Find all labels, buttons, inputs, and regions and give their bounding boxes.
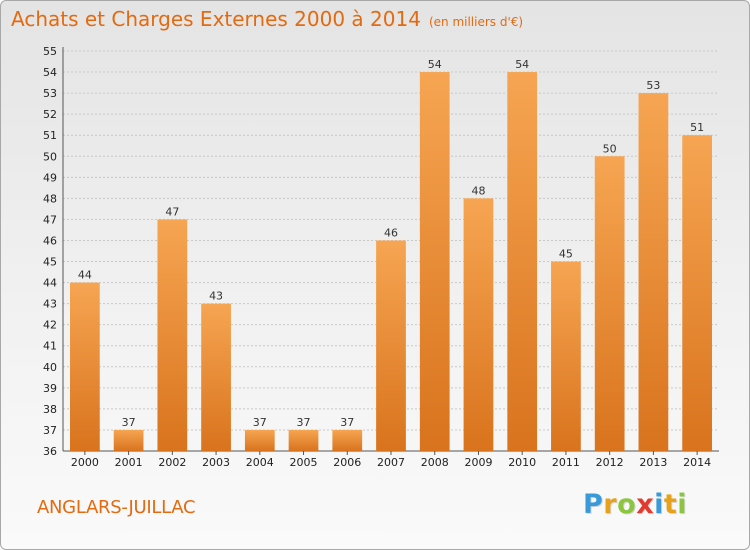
y-tick-label: 53: [43, 87, 57, 100]
logo-letter: t: [663, 489, 678, 520]
bar-value-label: 53: [646, 79, 660, 92]
bar-value-label: 45: [559, 248, 573, 261]
bar-value-label: 54: [515, 58, 529, 71]
y-tick-label: 49: [43, 171, 57, 184]
bar-value-label: 37: [253, 416, 267, 429]
y-tick-label: 50: [43, 150, 57, 163]
y-tick-label: 48: [43, 192, 57, 205]
commune-name: ANGLARS-JUILLAC: [37, 497, 196, 518]
y-tick-label: 55: [43, 45, 57, 58]
bar: [682, 135, 713, 452]
logo-letter: i: [677, 489, 688, 520]
logo-letter: o: [617, 489, 637, 520]
y-tick-label: 54: [43, 66, 57, 79]
proxiti-logo: Proxiti: [583, 489, 687, 520]
bar-value-label: 46: [384, 226, 398, 239]
bar-value-label: 51: [690, 121, 704, 134]
chart-title: Achats et Charges Externes 2000 à 2014: [11, 7, 421, 31]
x-tick-label: 2001: [115, 456, 143, 469]
bar: [157, 219, 188, 451]
bar: [288, 429, 319, 451]
chart-header: Achats et Charges Externes 2000 à 2014 (e…: [11, 7, 523, 31]
y-tick-label: 41: [43, 340, 57, 353]
y-tick-label: 36: [43, 445, 57, 458]
logo-letter: r: [603, 489, 618, 520]
chart-unit: (en milliers d'€): [428, 15, 524, 29]
bar: [69, 282, 100, 451]
x-tick-label: 2003: [202, 456, 230, 469]
x-tick-label: 2005: [290, 456, 318, 469]
logo-letter: x: [636, 489, 655, 520]
bar-value-label: 54: [428, 58, 442, 71]
x-tick-label: 2014: [683, 456, 711, 469]
x-tick-label: 2006: [333, 456, 361, 469]
bar: [594, 156, 625, 451]
bar: [376, 240, 406, 451]
bar: [551, 261, 581, 451]
bar: [419, 72, 450, 451]
y-tick-label: 51: [43, 129, 57, 142]
y-tick-label: 46: [43, 234, 57, 247]
y-tick-label: 47: [43, 213, 57, 226]
y-tick-label: 37: [43, 424, 57, 437]
y-tick-label: 44: [43, 277, 57, 290]
x-tick-label: 2012: [596, 456, 624, 469]
bar-value-label: 47: [165, 205, 179, 218]
y-tick-label: 40: [43, 361, 57, 374]
x-tick-label: 2013: [639, 456, 667, 469]
x-tick-label: 2007: [377, 456, 405, 469]
bar: [638, 93, 669, 452]
bar-value-label: 50: [603, 142, 617, 155]
bar-value-label: 37: [297, 416, 311, 429]
y-tick-label: 39: [43, 382, 57, 395]
bar-value-label: 44: [78, 269, 92, 282]
y-tick-label: 43: [43, 298, 57, 311]
bar: [332, 429, 363, 451]
y-tick-label: 42: [43, 319, 57, 332]
y-tick-label: 52: [43, 108, 57, 121]
x-tick-label: 2004: [246, 456, 274, 469]
x-tick-label: 2002: [158, 456, 186, 469]
x-tick-label: 2010: [508, 456, 536, 469]
bar: [244, 429, 275, 451]
bar-value-label: 48: [471, 184, 485, 197]
bar-value-label: 43: [209, 290, 223, 303]
x-tick-label: 2009: [464, 456, 492, 469]
logo-letter: P: [583, 489, 604, 520]
y-tick-label: 45: [43, 256, 57, 269]
y-tick-label: 38: [43, 403, 57, 416]
bar: [113, 429, 144, 451]
x-tick-label: 2008: [421, 456, 449, 469]
bar: [507, 72, 538, 451]
bar: [463, 198, 494, 451]
bar-value-label: 37: [340, 416, 354, 429]
x-tick-label: 2000: [71, 456, 99, 469]
x-tick-label: 2011: [552, 456, 580, 469]
bar: [201, 303, 231, 451]
logo-letter: i: [654, 489, 664, 520]
bar-value-label: 37: [122, 416, 136, 429]
